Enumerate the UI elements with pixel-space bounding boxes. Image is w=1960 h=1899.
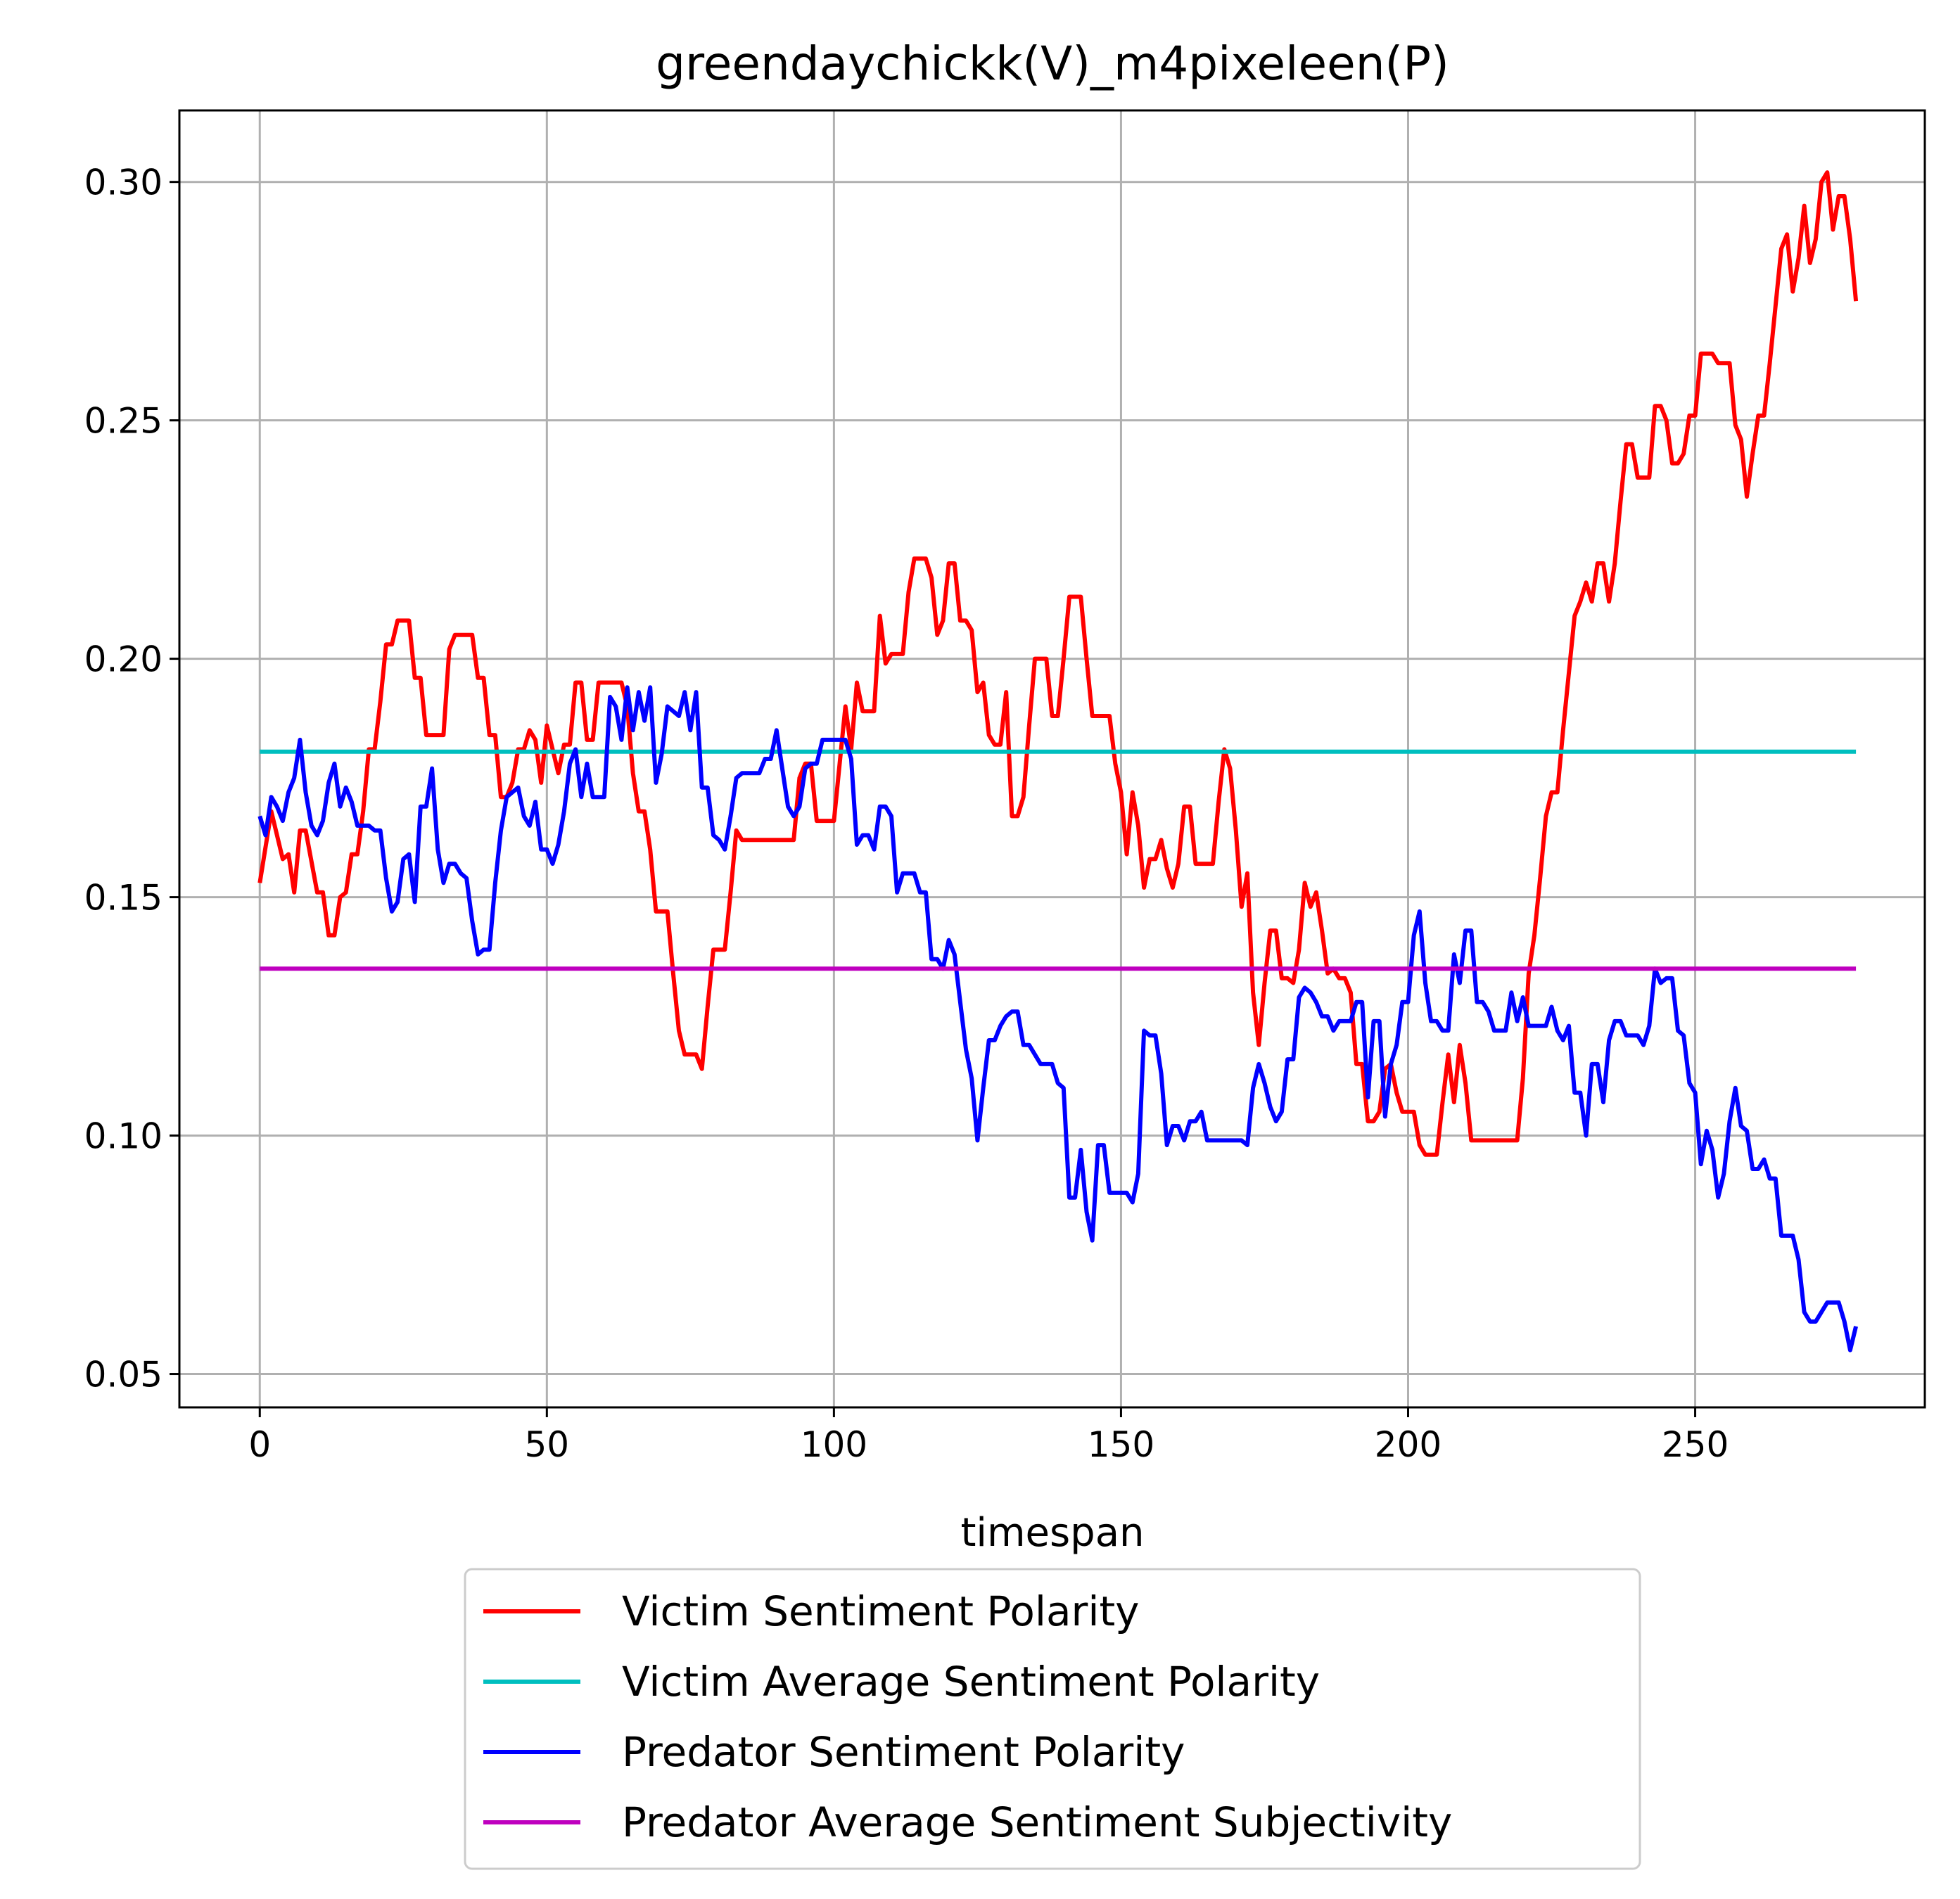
series-line-3 [257,685,1859,1353]
legend-label: Victim Sentiment Polarity [622,1587,1140,1635]
legend: Victim Sentiment Polarity Victim Average … [464,1568,1641,1870]
y-tick-label: 0.30 [84,162,163,203]
chart-title: greendaychickk(V)_m4pixeleen(P) [656,37,1449,91]
legend-label: Victim Average Sentiment Polarity [622,1658,1320,1706]
legend-label: Predator Sentiment Polarity [622,1728,1185,1776]
grid-lines [179,110,1925,1407]
x-tick-label: 200 [1375,1424,1442,1465]
y-tick-label: 0.20 [84,639,163,680]
series-line-1 [257,170,1859,1157]
legend-box [464,1568,1641,1870]
x-tick-label: 250 [1662,1424,1729,1465]
x-tick-label: 0 [248,1424,271,1465]
y-tick-label: 0.05 [84,1355,163,1395]
y-tick-label: 0.25 [84,401,163,442]
x-tick-label: 150 [1088,1424,1154,1465]
plot-frame [178,109,1926,1409]
y-tick-label: 0.15 [84,878,163,919]
x-tick-label: 50 [525,1424,570,1465]
y-tick-label: 0.10 [84,1116,163,1157]
x-tick-label: 100 [801,1424,867,1465]
x-axis-label: timespan [960,1510,1144,1556]
axis-ticks: 0 50 100 150 200 250 0.05 0.10 0.15 0.20 0.25 0.30 [84,162,1729,1465]
legend-label: Predator Average Sentiment Subjectivity [622,1798,1452,1846]
series-lines [257,170,1859,1353]
